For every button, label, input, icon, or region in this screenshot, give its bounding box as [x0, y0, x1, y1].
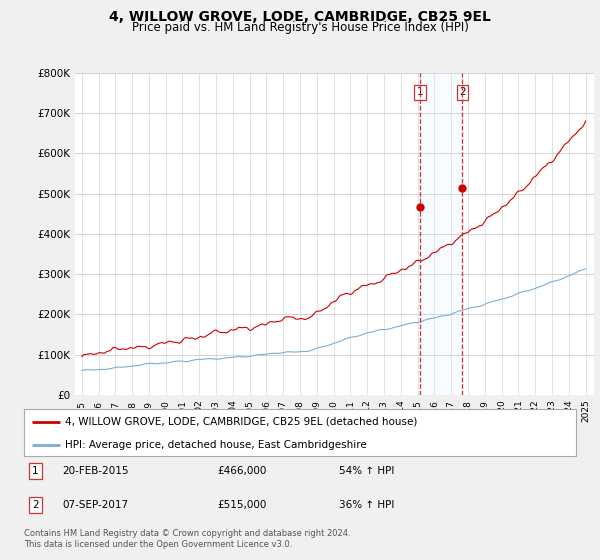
- Text: 4, WILLOW GROVE, LODE, CAMBRIDGE, CB25 9EL: 4, WILLOW GROVE, LODE, CAMBRIDGE, CB25 9…: [109, 10, 491, 24]
- Text: Price paid vs. HM Land Registry's House Price Index (HPI): Price paid vs. HM Land Registry's House …: [131, 21, 469, 34]
- Text: 1: 1: [416, 87, 423, 97]
- Text: 36% ↑ HPI: 36% ↑ HPI: [338, 500, 394, 510]
- Text: 2: 2: [459, 87, 466, 97]
- Text: 1: 1: [32, 466, 39, 476]
- Text: 07-SEP-2017: 07-SEP-2017: [62, 500, 129, 510]
- Text: 4, WILLOW GROVE, LODE, CAMBRIDGE, CB25 9EL (detached house): 4, WILLOW GROVE, LODE, CAMBRIDGE, CB25 9…: [65, 417, 418, 427]
- Bar: [419, 73, 463, 395]
- Text: £466,000: £466,000: [217, 466, 266, 476]
- Text: Contains HM Land Registry data © Crown copyright and database right 2024.
This d: Contains HM Land Registry data © Crown c…: [24, 529, 350, 549]
- Text: 54% ↑ HPI: 54% ↑ HPI: [338, 466, 394, 476]
- Text: £515,000: £515,000: [217, 500, 266, 510]
- Text: 2: 2: [32, 500, 39, 510]
- Text: HPI: Average price, detached house, East Cambridgeshire: HPI: Average price, detached house, East…: [65, 440, 367, 450]
- Text: 20-FEB-2015: 20-FEB-2015: [62, 466, 129, 476]
